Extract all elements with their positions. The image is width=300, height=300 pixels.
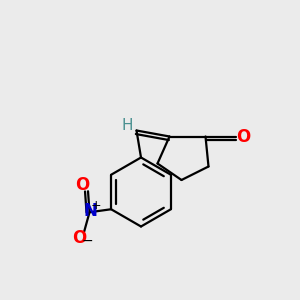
Text: N: N (83, 202, 97, 220)
Text: −: − (82, 234, 94, 248)
Text: O: O (76, 176, 90, 194)
Text: O: O (73, 229, 87, 247)
Text: +: + (90, 199, 101, 212)
Text: H: H (122, 118, 133, 133)
Text: O: O (236, 128, 250, 146)
